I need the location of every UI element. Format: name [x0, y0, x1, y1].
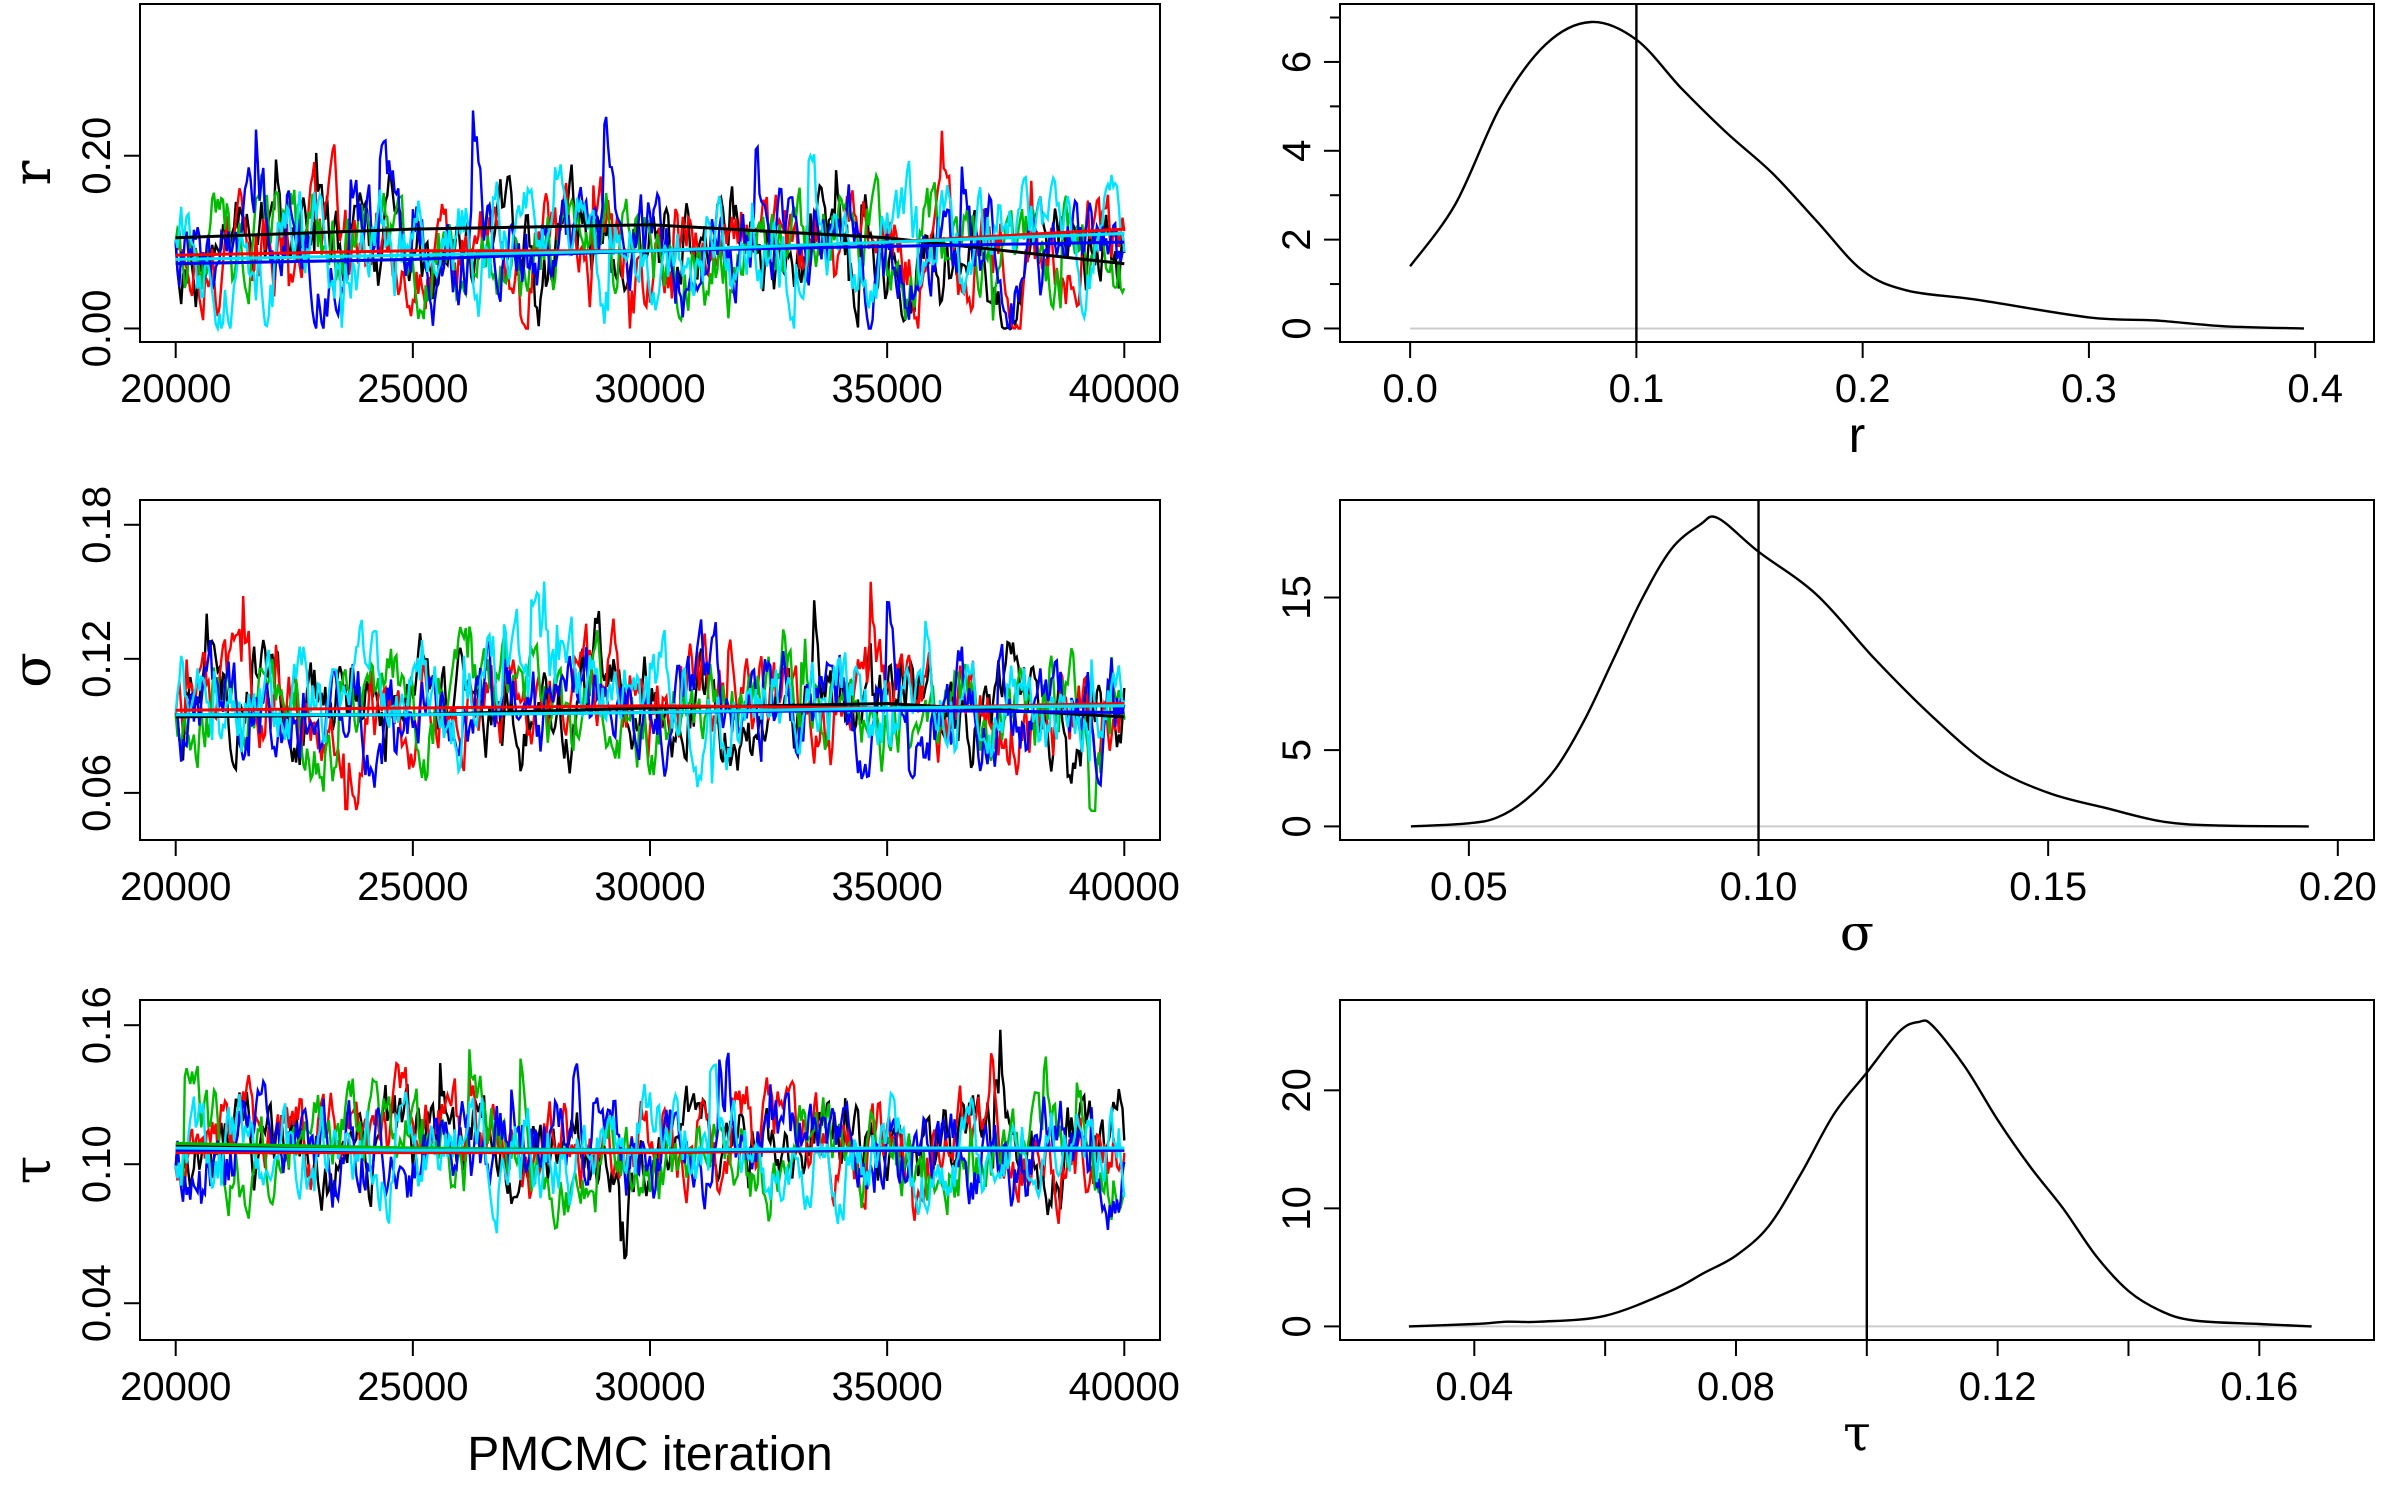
chain-trend-5 — [175, 704, 1125, 717]
x-tick-label: 20000 — [120, 865, 231, 909]
y-tick-label: 5 — [1275, 739, 1319, 761]
y-axis-title: r — [3, 160, 63, 185]
x-tick-label: 0.16 — [2220, 1365, 2298, 1409]
posterior-density-curve — [1408, 1019, 2312, 1328]
y-tick-label: 0 — [1275, 815, 1319, 837]
x-axis-title: σ — [1840, 904, 1874, 962]
posterior-density-curve — [1410, 515, 2309, 828]
y-tick-label: 2 — [1275, 229, 1319, 251]
y-tick-label: 0.16 — [75, 986, 119, 1064]
x-tick-label: 0.2 — [1835, 367, 1891, 411]
y-tick-label: 0.00 — [75, 290, 119, 368]
panel-density-1: 0.0 0.1 0.2 0.3 0.4 0 2 4 6 r — [1275, 3, 2375, 463]
x-tick-label: 40000 — [1069, 1365, 1180, 1409]
y-tick-label: 0.06 — [75, 754, 119, 832]
chain-trace-2 — [174, 1052, 1126, 1224]
chain-trace-4 — [174, 1052, 1126, 1231]
plot-area — [1410, 500, 2309, 840]
x-tick-label: 0.20 — [2299, 865, 2377, 909]
y-tick-label: 20 — [1275, 1068, 1319, 1113]
x-tick-label: 0.12 — [1959, 1365, 2037, 1409]
x-tick-label: 20000 — [120, 367, 231, 411]
x-tick-label: 0.0 — [1382, 367, 1438, 411]
x-tick-label: 0.15 — [2009, 865, 2087, 909]
x-tick-label: 20000 — [120, 1365, 231, 1409]
x-tick-label: 0.08 — [1697, 1365, 1775, 1409]
x-tick-label: 0.1 — [1609, 367, 1665, 411]
posterior-density-curve — [1409, 20, 2304, 330]
x-tick-label: 35000 — [832, 865, 943, 909]
x-tick-label: 0.4 — [2287, 367, 2343, 411]
plot-frame — [1339, 3, 2375, 343]
y-tick-label: 0 — [1275, 317, 1319, 339]
x-axis-title: τ — [1843, 1404, 1871, 1462]
y-tick-label: 0.20 — [75, 117, 119, 195]
x-tick-label: 0.10 — [1720, 865, 1798, 909]
panel-trace-4: 20000 25000 30000 35000 40000 0.04 0.10 0.16 τ — [3, 986, 1180, 1409]
y-axis-title: τ — [3, 1156, 63, 1185]
plot-area — [174, 110, 1126, 334]
x-tick-label: 30000 — [594, 367, 705, 411]
panel-trace-0: 20000 25000 30000 35000 40000 0.00 0.20 r — [3, 3, 1180, 411]
plot-area — [174, 581, 1126, 812]
y-tick-label: 0.12 — [75, 620, 119, 698]
chain-trace-5 — [174, 152, 1126, 334]
x-tick-label: 40000 — [1069, 367, 1180, 411]
y-tick-label: 0 — [1275, 1315, 1319, 1337]
chain-trace-5 — [174, 1063, 1126, 1234]
x-tick-label: 0.3 — [2061, 367, 2117, 411]
x-tick-label: 30000 — [594, 865, 705, 909]
y-tick-label: 0.10 — [75, 1125, 119, 1203]
chain-trace-2 — [174, 130, 1126, 330]
plot-area — [1409, 4, 2304, 342]
x-tick-label: 25000 — [357, 367, 468, 411]
plot-area — [174, 1029, 1126, 1260]
x-tick-label: 0.05 — [1430, 865, 1508, 909]
x-tick-label: 30000 — [594, 1365, 705, 1409]
chain-trace-5 — [174, 581, 1126, 788]
chain-trend-5 — [175, 1146, 1125, 1152]
x-tick-label: 25000 — [357, 865, 468, 909]
plot-frame — [1339, 499, 2375, 841]
chain-trace-3 — [174, 170, 1126, 323]
y-tick-label: 0.18 — [75, 486, 119, 564]
plot-area — [1408, 1000, 2312, 1340]
x-tick-label: 25000 — [357, 1365, 468, 1409]
x-axis-title-pmcmc-iteration: PMCMC iteration — [467, 1428, 832, 1481]
panel-density-5: 0.04 0.08 0.12 0.16 0 10 20 τ — [1275, 999, 2375, 1462]
x-axis-title: r — [1849, 407, 1866, 463]
y-tick-label: 6 — [1275, 51, 1319, 73]
y-tick-label: 4 — [1275, 140, 1319, 162]
y-tick-label: 10 — [1275, 1186, 1319, 1231]
y-tick-label: 0.04 — [75, 1264, 119, 1342]
chain-trend-5 — [175, 232, 1125, 261]
panel-density-3: 0.05 0.10 0.15 0.20 0 5 15 σ — [1275, 499, 2377, 962]
y-tick-label: 15 — [1275, 575, 1319, 620]
y-axis-title: σ — [3, 652, 63, 688]
plot-frame — [1339, 999, 2375, 1341]
x-tick-label: 35000 — [832, 1365, 943, 1409]
x-tick-label: 40000 — [1069, 865, 1180, 909]
panel-trace-2: 20000 25000 30000 35000 40000 0.06 0.12 0.18 σ — [3, 486, 1180, 909]
x-tick-label: 35000 — [832, 367, 943, 411]
x-tick-label: 0.04 — [1435, 1365, 1513, 1409]
